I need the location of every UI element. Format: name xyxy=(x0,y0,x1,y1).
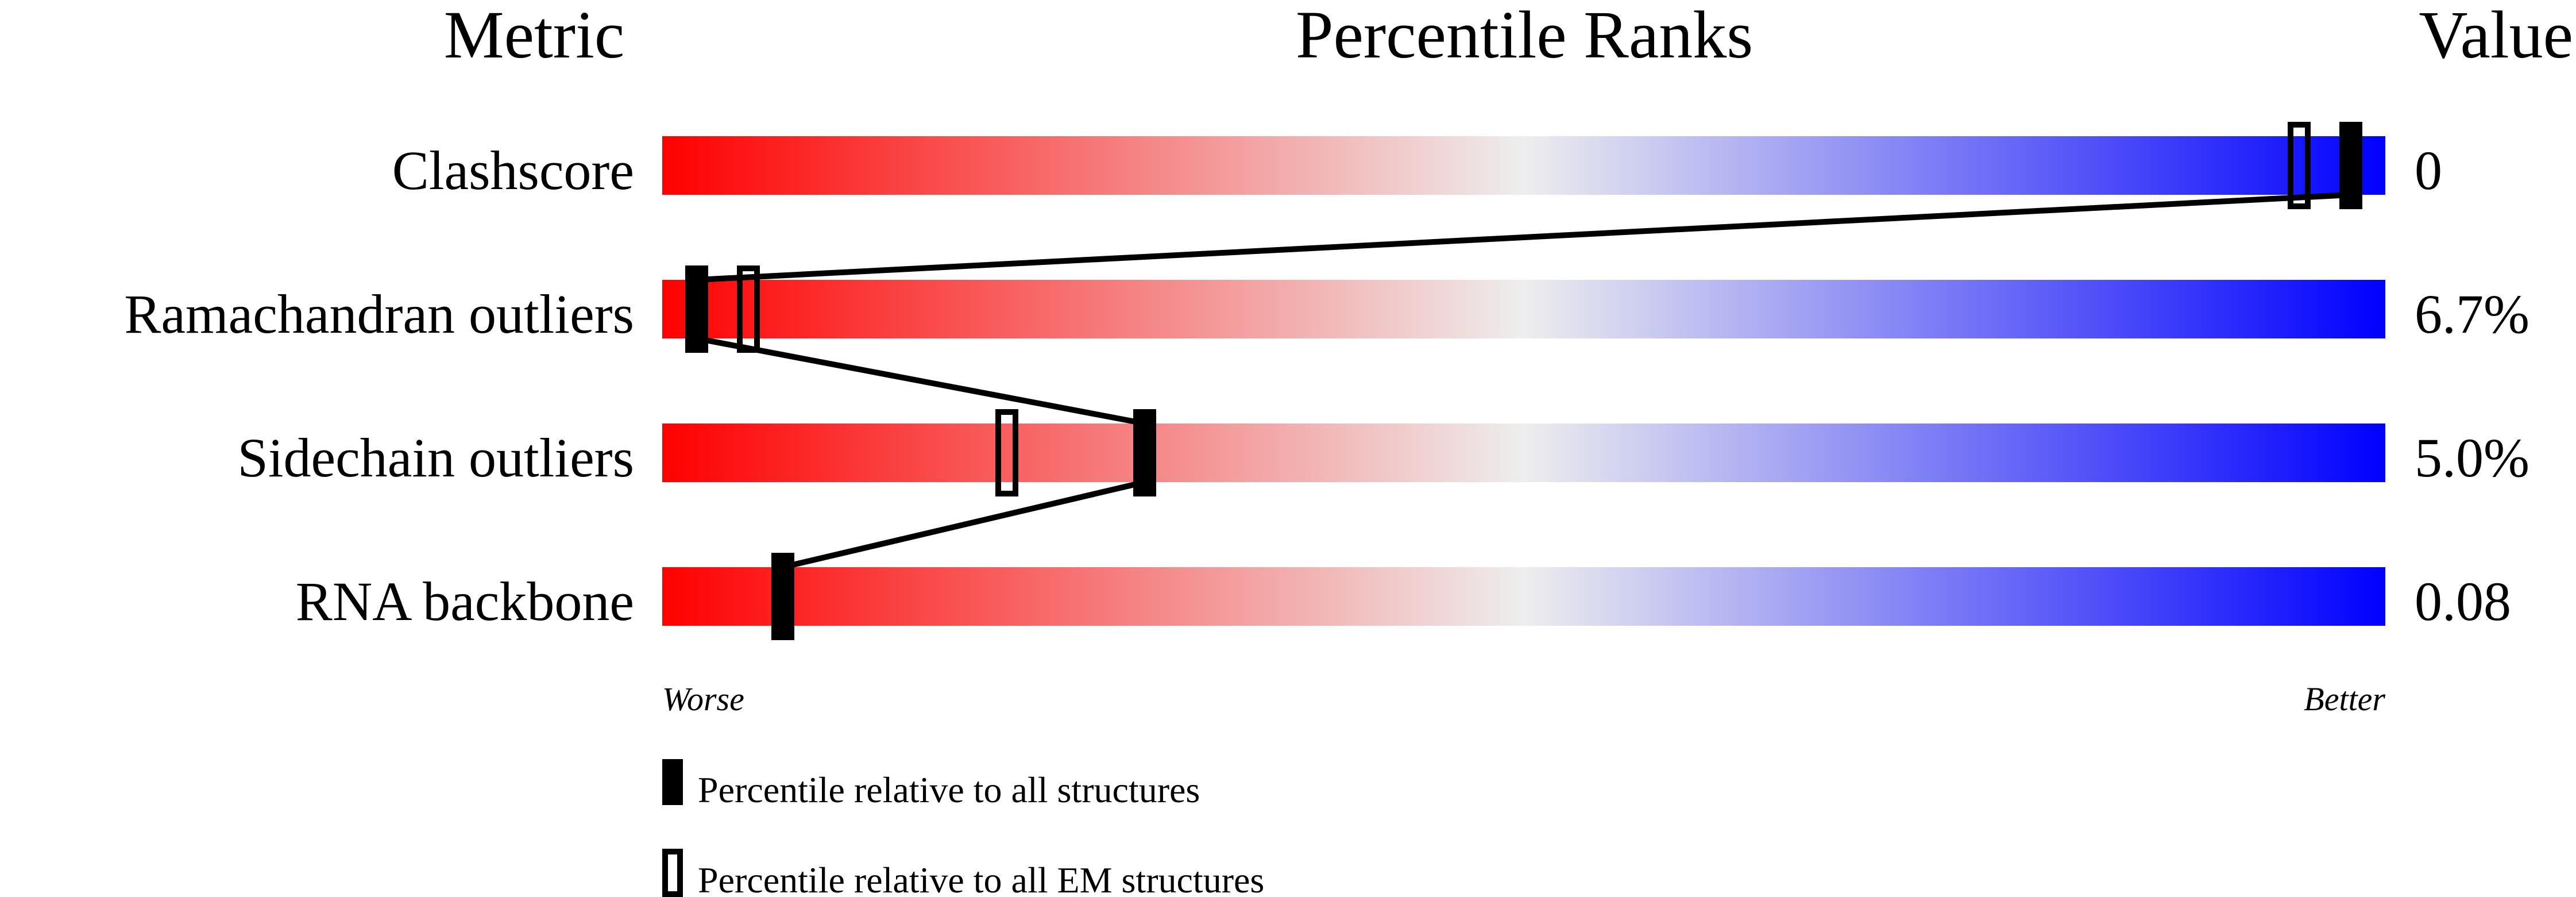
header-value: Value xyxy=(2419,0,2573,72)
gradient-bar xyxy=(662,567,2385,626)
axis-label-better: Better xyxy=(2304,680,2385,718)
metric-label: RNA backbone xyxy=(296,571,634,632)
connector-line xyxy=(696,336,1145,426)
marker-em-percentile xyxy=(995,409,1018,496)
connector-line xyxy=(782,479,1146,570)
marker-em-percentile xyxy=(737,265,760,353)
metric-label: Clashscore xyxy=(392,140,634,201)
header-metric: Metric xyxy=(444,0,625,72)
gradient-bar xyxy=(662,424,2385,482)
header-percentile-ranks: Percentile Ranks xyxy=(1296,0,1753,72)
marker-all-percentile xyxy=(771,553,794,640)
marker-all-percentile xyxy=(685,265,708,353)
metric-value: 0 xyxy=(2415,140,2442,201)
marker-all-percentile xyxy=(1133,409,1156,496)
connector-line xyxy=(696,192,2351,283)
metric-value: 6.7% xyxy=(2415,283,2529,345)
metric-label: Ramachandran outliers xyxy=(124,283,634,345)
legend-filled-marker xyxy=(662,759,683,805)
marker-em-percentile xyxy=(2288,122,2311,209)
gradient-bar xyxy=(662,136,2385,195)
gradient-bar xyxy=(662,280,2385,338)
legend-label-em: Percentile relative to all EM structures xyxy=(698,860,1264,897)
marker-all-percentile xyxy=(2339,122,2362,209)
legend-hollow-marker xyxy=(662,849,683,897)
metric-label: Sidechain outliers xyxy=(237,427,634,488)
axis-label-worse: Worse xyxy=(662,680,744,718)
legend-label-all: Percentile relative to all structures xyxy=(698,769,1200,810)
metric-value: 0.08 xyxy=(2415,571,2511,632)
metric-value: 5.0% xyxy=(2415,427,2529,488)
